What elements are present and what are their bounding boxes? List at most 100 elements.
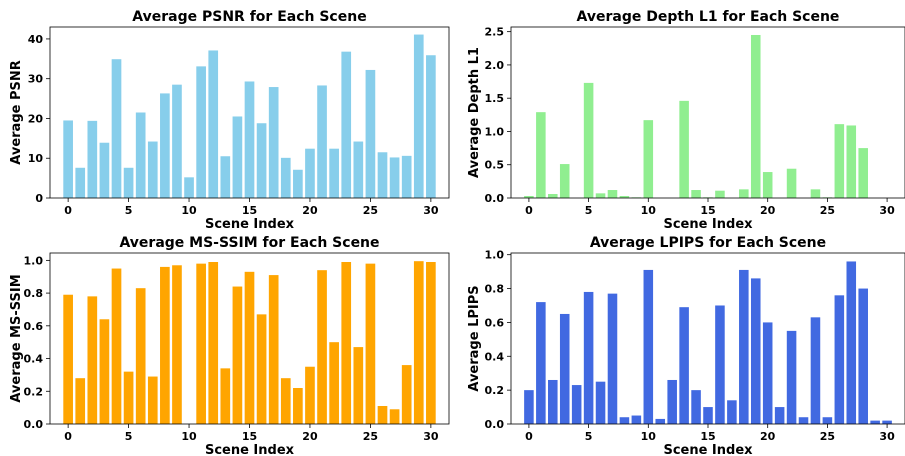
y-tick-label: 1.5 [485, 92, 505, 105]
bar [715, 190, 725, 198]
x-tick-label: 30 [879, 430, 895, 443]
y-axis-label: Average Depth L1 [467, 47, 482, 178]
y-tick-label: 0.6 [485, 316, 505, 329]
y-tick-label: 1.0 [485, 249, 505, 262]
x-tick-label: 20 [760, 430, 776, 443]
chart-title: Average LPIPS for Each Scene [590, 235, 826, 251]
bar [99, 142, 110, 198]
bar [595, 381, 606, 424]
bar [305, 148, 315, 198]
y-tick-label: 0 [35, 192, 43, 205]
bar [750, 278, 761, 424]
bar [846, 261, 857, 424]
bar [548, 379, 558, 424]
x-tick-label: 10 [641, 430, 657, 443]
y-tick-label: 0.2 [485, 384, 505, 397]
bar [559, 313, 570, 424]
bar [196, 263, 206, 424]
x-axis-label: Scene Index [663, 443, 753, 456]
bar [232, 286, 243, 424]
bar [293, 169, 303, 198]
bar [834, 295, 845, 424]
bar [353, 141, 364, 198]
bar [727, 400, 737, 424]
bar [111, 59, 122, 199]
bar [256, 314, 267, 424]
bar [75, 378, 86, 424]
bar [703, 407, 713, 424]
bar [111, 268, 122, 424]
bar [244, 81, 255, 198]
bar [99, 319, 110, 424]
y-tick-label: 0.8 [485, 283, 505, 296]
y-tick-label: 0.4 [485, 350, 505, 363]
x-tick-label: 20 [302, 430, 318, 443]
bar [667, 379, 677, 424]
y-axis-label: Average MS-SSIM [9, 274, 24, 402]
bar [858, 148, 868, 198]
bar [762, 322, 773, 424]
bar [160, 93, 170, 198]
chart-title: Average Depth L1 for Each Scene [577, 9, 840, 25]
bar [341, 51, 352, 198]
bar [750, 34, 761, 198]
y-axis-label: Average PSNR [9, 60, 24, 165]
bar [583, 82, 594, 198]
y-tick-label: 1.0 [24, 254, 44, 267]
bar [317, 85, 327, 198]
bar [244, 271, 255, 424]
y-tick-label: 10 [28, 152, 44, 165]
bar [135, 288, 146, 424]
bar [607, 190, 618, 198]
bar [365, 69, 376, 198]
x-tick-label: 5 [125, 430, 133, 443]
bar [655, 418, 666, 424]
x-tick-label: 15 [700, 204, 715, 217]
bar [147, 376, 158, 424]
plot-frame [510, 26, 905, 199]
x-tick-label: 10 [181, 430, 197, 443]
bar [220, 368, 231, 424]
y-tick-label: 30 [28, 73, 44, 86]
y-tick-label: 40 [28, 33, 44, 46]
y-tick-label: 0.0 [485, 192, 505, 205]
x-tick-label: 25 [820, 430, 835, 443]
bar [268, 87, 279, 198]
bar [536, 112, 546, 198]
bar [643, 269, 654, 424]
chart-title: Average PSNR for Each Scene [132, 9, 366, 25]
x-tick-label: 0 [64, 430, 72, 443]
bar [715, 305, 725, 424]
bar [63, 120, 73, 198]
bar [160, 266, 170, 424]
bar [822, 417, 833, 424]
bar [583, 291, 594, 424]
bar [691, 390, 701, 424]
bar [184, 177, 194, 198]
bar [147, 141, 158, 198]
bar [413, 261, 424, 424]
bar [607, 293, 618, 424]
bar [679, 100, 689, 198]
bar [548, 194, 558, 198]
x-tick-label: 0 [525, 430, 533, 443]
bar [305, 366, 315, 424]
y-tick-label: 0.8 [24, 287, 44, 300]
bar [63, 294, 73, 424]
x-tick-label: 15 [242, 204, 257, 217]
bar [293, 388, 303, 424]
chart-average-lpips-for-each-scene: 0 5 10 15 20 25 30 0.0 0.2 0.4 0.6 0.8 1.0 Average LP… [467, 235, 905, 456]
bar [739, 189, 749, 198]
bar [123, 371, 134, 424]
bar [220, 156, 231, 198]
bar [377, 152, 388, 198]
bar [619, 417, 630, 424]
chart-title: Average MS-SSIM for Each Scene [119, 235, 379, 251]
x-tick-label: 25 [820, 204, 835, 217]
bar [426, 262, 436, 424]
bar [882, 420, 892, 424]
bar [75, 167, 86, 198]
bar [123, 167, 134, 198]
x-tick-label: 0 [525, 204, 533, 217]
